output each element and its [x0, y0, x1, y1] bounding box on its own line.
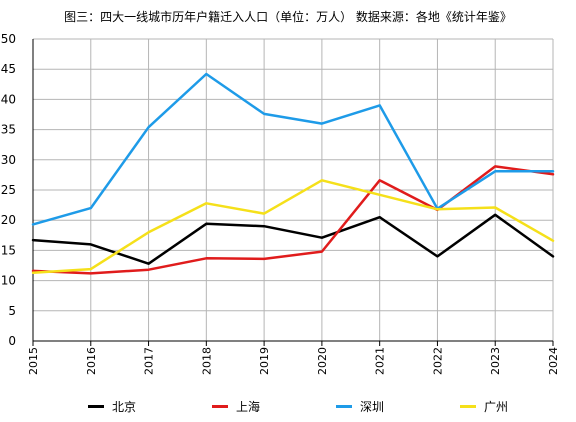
y-tick-label: 50: [1, 32, 16, 46]
x-tick-label: 2015: [27, 347, 40, 375]
y-tick-label: 10: [1, 274, 16, 288]
y-tick-labels: 0 5 10 15 20 25 30 35 40 45 50: [1, 32, 16, 348]
legend-item-guangzhou: 广州: [460, 398, 508, 415]
y-tick-label: 25: [1, 183, 16, 197]
x-tick-label: 2017: [143, 347, 156, 375]
x-tick-label: 2019: [258, 347, 271, 375]
x-tick-labels: 2015 2016 2017 2018 2019 2020 2021 2022 2023 2024: [27, 347, 560, 375]
legend-item-shanghai: 上海: [212, 398, 260, 415]
series-line-beijing: [31, 213, 555, 265]
legend-swatch-beijing: [88, 405, 104, 408]
x-tick-label: 2022: [431, 347, 444, 375]
legend-label-beijing: 北京: [112, 400, 137, 414]
x-tick-label: 2023: [489, 347, 502, 375]
legend-swatch-shanghai: [212, 405, 228, 408]
y-tick-label: 15: [1, 243, 16, 257]
y-tick-label: 30: [1, 153, 16, 167]
x-tick-label: 2016: [85, 347, 98, 375]
series-line-shenzhen: [31, 72, 555, 226]
y-tick-label: 0: [8, 334, 16, 348]
legend-item-shenzhen: 深圳: [336, 398, 384, 415]
grid-lines: [33, 38, 554, 341]
y-tick-label: 5: [8, 304, 16, 318]
chart-title: 图三：四大一线城市历年户籍迁入人口（单位：万人） 数据来源：各地《统计年鉴》: [64, 10, 512, 24]
legend-swatch-guangzhou: [460, 405, 476, 408]
axes: [32, 39, 554, 346]
series-line-shanghai: [31, 165, 555, 275]
x-tick-label: 2021: [374, 347, 387, 375]
x-tick-label: 2024: [547, 347, 560, 375]
series-line-guangzhou: [31, 179, 555, 274]
y-tick-label: 20: [1, 213, 16, 227]
legend: 北京 上海 深圳 广州: [0, 398, 576, 418]
legend-item-beijing: 北京: [88, 398, 136, 415]
x-tick-label: 2018: [200, 347, 213, 375]
y-tick-label: 40: [1, 92, 16, 106]
series-lines: [31, 72, 555, 275]
y-tick-label: 45: [1, 62, 16, 76]
legend-label-shanghai: 上海: [236, 400, 261, 414]
x-tick-label: 2020: [316, 347, 329, 375]
y-tick-label: 35: [1, 123, 16, 137]
legend-swatch-shenzhen: [336, 405, 352, 408]
legend-label-shenzhen: 深圳: [360, 400, 385, 414]
legend-label-guangzhou: 广州: [484, 400, 509, 414]
